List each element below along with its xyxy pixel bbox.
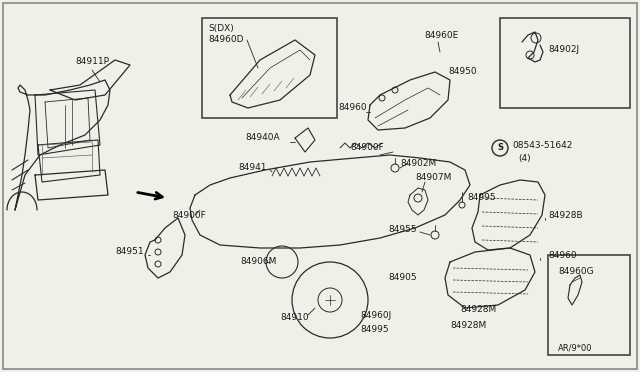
Text: 84950: 84950 <box>448 67 477 77</box>
Text: (4): (4) <box>518 154 531 163</box>
Text: 84911P: 84911P <box>75 58 109 67</box>
Text: 84955: 84955 <box>388 225 417 234</box>
Bar <box>202 18 337 118</box>
Text: 84910: 84910 <box>280 314 308 323</box>
Text: 84905: 84905 <box>388 273 417 282</box>
Text: 84900F: 84900F <box>350 144 384 153</box>
Text: 84907M: 84907M <box>415 173 451 183</box>
Text: 84960E: 84960E <box>424 31 458 39</box>
Text: 84902M: 84902M <box>400 158 436 167</box>
Text: 84940A: 84940A <box>245 134 280 142</box>
Bar <box>500 18 630 108</box>
Text: 84995: 84995 <box>360 326 388 334</box>
Text: 84902J: 84902J <box>548 45 579 55</box>
Text: 08543-51642: 08543-51642 <box>512 141 572 150</box>
Text: 84995: 84995 <box>467 193 495 202</box>
Text: 84960G: 84960G <box>558 267 594 276</box>
Text: 84960: 84960 <box>338 103 367 112</box>
Text: 84960D: 84960D <box>208 35 243 45</box>
Text: 84900F: 84900F <box>172 211 205 219</box>
Text: 84941: 84941 <box>238 164 266 173</box>
Text: S(DX): S(DX) <box>208 23 234 32</box>
Text: 84951: 84951 <box>115 247 143 257</box>
Text: 84928M: 84928M <box>450 321 486 330</box>
Text: AR/9*00: AR/9*00 <box>558 343 593 353</box>
Text: S: S <box>497 144 503 153</box>
Text: 84960J: 84960J <box>360 311 391 320</box>
Text: 84960: 84960 <box>548 250 577 260</box>
Text: 84928M: 84928M <box>460 305 496 314</box>
Text: 84928B: 84928B <box>548 211 582 219</box>
Text: 84906M: 84906M <box>240 257 276 266</box>
Bar <box>548 255 630 355</box>
